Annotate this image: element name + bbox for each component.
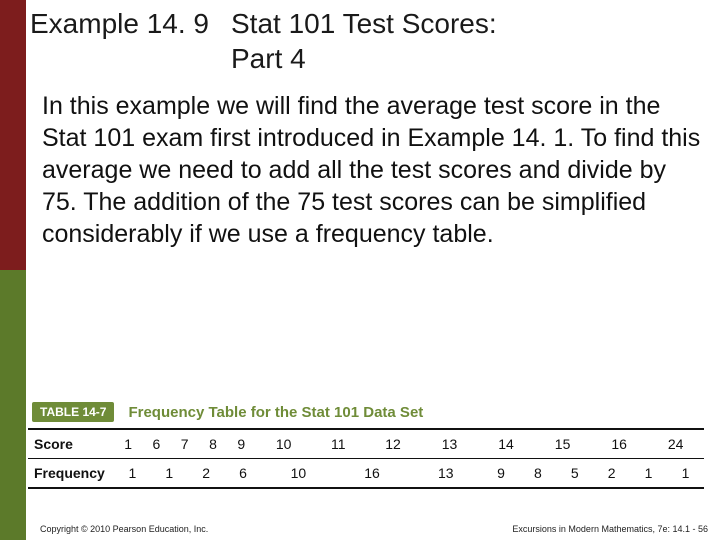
left-color-sidebar [0, 0, 26, 540]
table-rule-bottom [28, 487, 704, 489]
table-cell: 13 [421, 430, 478, 458]
title-line-1: Stat 101 Test Scores: [231, 6, 497, 41]
table-cell: 6 [142, 430, 170, 458]
table-cell: 5 [556, 459, 593, 487]
table-badge: TABLE 14-7 [32, 402, 114, 422]
table-row: Frequency 1126101613985211 [28, 459, 704, 487]
example-title: Stat 101 Test Scores: Part 4 [231, 6, 497, 76]
table-cell: 9 [483, 459, 520, 487]
body-paragraph: In this example we will find the average… [30, 90, 710, 250]
table-caption-row: TABLE 14-7 Frequency Table for the Stat … [28, 400, 704, 428]
sidebar-top-block [0, 0, 26, 270]
table-cell: 1 [114, 459, 151, 487]
table-cell: 1 [151, 459, 188, 487]
table-row: Score 167891011121314151624 [28, 430, 704, 458]
table-cell: 10 [255, 430, 312, 458]
copyright-text: Copyright © 2010 Pearson Education, Inc. [40, 524, 208, 534]
table-cell: 12 [365, 430, 422, 458]
slide-content: Example 14. 9 Stat 101 Test Scores: Part… [28, 0, 720, 250]
table-cell: 2 [188, 459, 225, 487]
table-cell: 1 [667, 459, 704, 487]
table-cell: 7 [171, 430, 199, 458]
table-cell: 16 [591, 430, 648, 458]
table-title: Frequency Table for the Stat 101 Data Se… [128, 404, 423, 421]
table-cell: 6 [225, 459, 262, 487]
table-cell: 15 [534, 430, 591, 458]
table-cell: 13 [409, 459, 483, 487]
slide-title: Example 14. 9 Stat 101 Test Scores: Part… [30, 6, 710, 76]
table-cell: 2 [593, 459, 630, 487]
frequency-table: Score 167891011121314151624 [28, 430, 704, 458]
table-cell: 8 [199, 430, 227, 458]
title-line-2: Part 4 [231, 41, 497, 76]
sidebar-bottom-block [0, 270, 26, 540]
table-cell: 16 [335, 459, 409, 487]
table-cell: 9 [227, 430, 255, 458]
table-cell: 24 [647, 430, 704, 458]
frequency-table-section: TABLE 14-7 Frequency Table for the Stat … [28, 400, 704, 489]
example-number: Example 14. 9 [30, 6, 231, 41]
table-cell: 11 [312, 430, 365, 458]
row-label-score: Score [28, 430, 114, 458]
slide-footer: Copyright © 2010 Pearson Education, Inc.… [40, 524, 708, 534]
table-cell: 10 [262, 459, 336, 487]
row-label-frequency: Frequency [28, 459, 114, 487]
frequency-table: Frequency 1126101613985211 [28, 459, 704, 487]
table-cell: 1 [630, 459, 667, 487]
table-cell: 14 [478, 430, 535, 458]
book-reference-text: Excursions in Modern Mathematics, 7e: 14… [512, 524, 708, 534]
table-cell: 8 [519, 459, 556, 487]
table-cell: 1 [114, 430, 142, 458]
